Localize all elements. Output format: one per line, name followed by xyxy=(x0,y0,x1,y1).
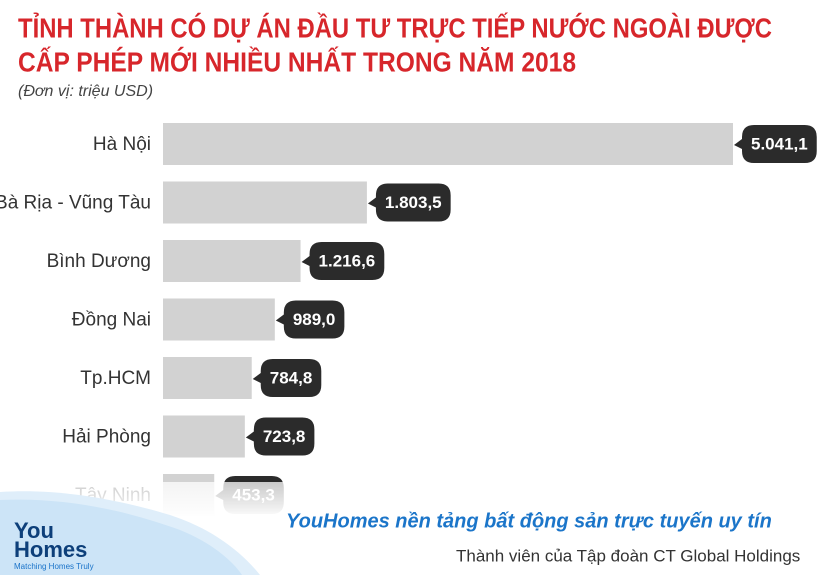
category-label: Hải Phòng xyxy=(62,427,151,448)
value-bubble xyxy=(245,417,315,456)
value-label: 989,0 xyxy=(293,310,336,329)
value-callout: 1.216,6 xyxy=(301,242,385,280)
bar xyxy=(163,181,367,224)
plot-area: Hà Nội 5.041,1 Bà Rịa - Vũng Tàu 1.803,5 Bìn… xyxy=(0,123,817,516)
logo: Homes xyxy=(14,537,87,562)
footer-banner: You Homes Matching Homes Truly YouHomes … xyxy=(0,482,840,575)
value-callout: 5.041,1 xyxy=(734,125,817,163)
category-label: Tp.HCM xyxy=(80,368,151,389)
value-bubble xyxy=(734,125,817,163)
value-callout: 723,8 xyxy=(245,417,315,456)
value-callout: 784,8 xyxy=(252,359,322,397)
value-callout: 989,0 xyxy=(275,300,345,339)
value-label: 784,8 xyxy=(270,368,313,387)
value-bubble xyxy=(252,359,322,397)
value-bubble xyxy=(301,242,385,280)
footer-wave xyxy=(0,499,242,575)
value-callout: 1.803,5 xyxy=(367,183,451,222)
value-label: 5.041,1 xyxy=(751,134,808,153)
value-bubble xyxy=(275,300,345,339)
footer-subline: Thành viên của Tập đoàn CT Global Holdin… xyxy=(456,546,800,565)
value-bubble xyxy=(367,183,451,222)
chart-subtitle: (Đơn vị: triệu USD) xyxy=(18,83,153,100)
chart-title: CẤP PHÉP MỚI NHIỀU NHẤT TRONG NĂM 2018 xyxy=(18,46,576,77)
logo-tagline: Matching Homes Truly xyxy=(14,562,94,571)
value-label: 723,8 xyxy=(263,427,306,446)
bar xyxy=(163,298,275,341)
bar xyxy=(163,240,301,282)
category-label: Bà Rịa - Vũng Tàu xyxy=(0,193,151,214)
category-label: Hà Nội xyxy=(93,134,151,155)
category-label: Bình Dương xyxy=(47,251,151,272)
logo: You xyxy=(14,518,54,543)
bar xyxy=(163,415,245,458)
value-label: 1.803,5 xyxy=(385,193,442,212)
chart-title: TỈNH THÀNH CÓ DỰ ÁN ĐẦU TƯ TRỰC TIẾP NƯỚ… xyxy=(18,11,772,43)
footer-headline: YouHomes nền tảng bất động sản trực tuyế… xyxy=(286,510,772,532)
value-label: 1.216,6 xyxy=(319,251,376,270)
bar xyxy=(163,357,252,399)
category-label: Đồng Nai xyxy=(72,310,151,331)
bar xyxy=(163,123,733,165)
